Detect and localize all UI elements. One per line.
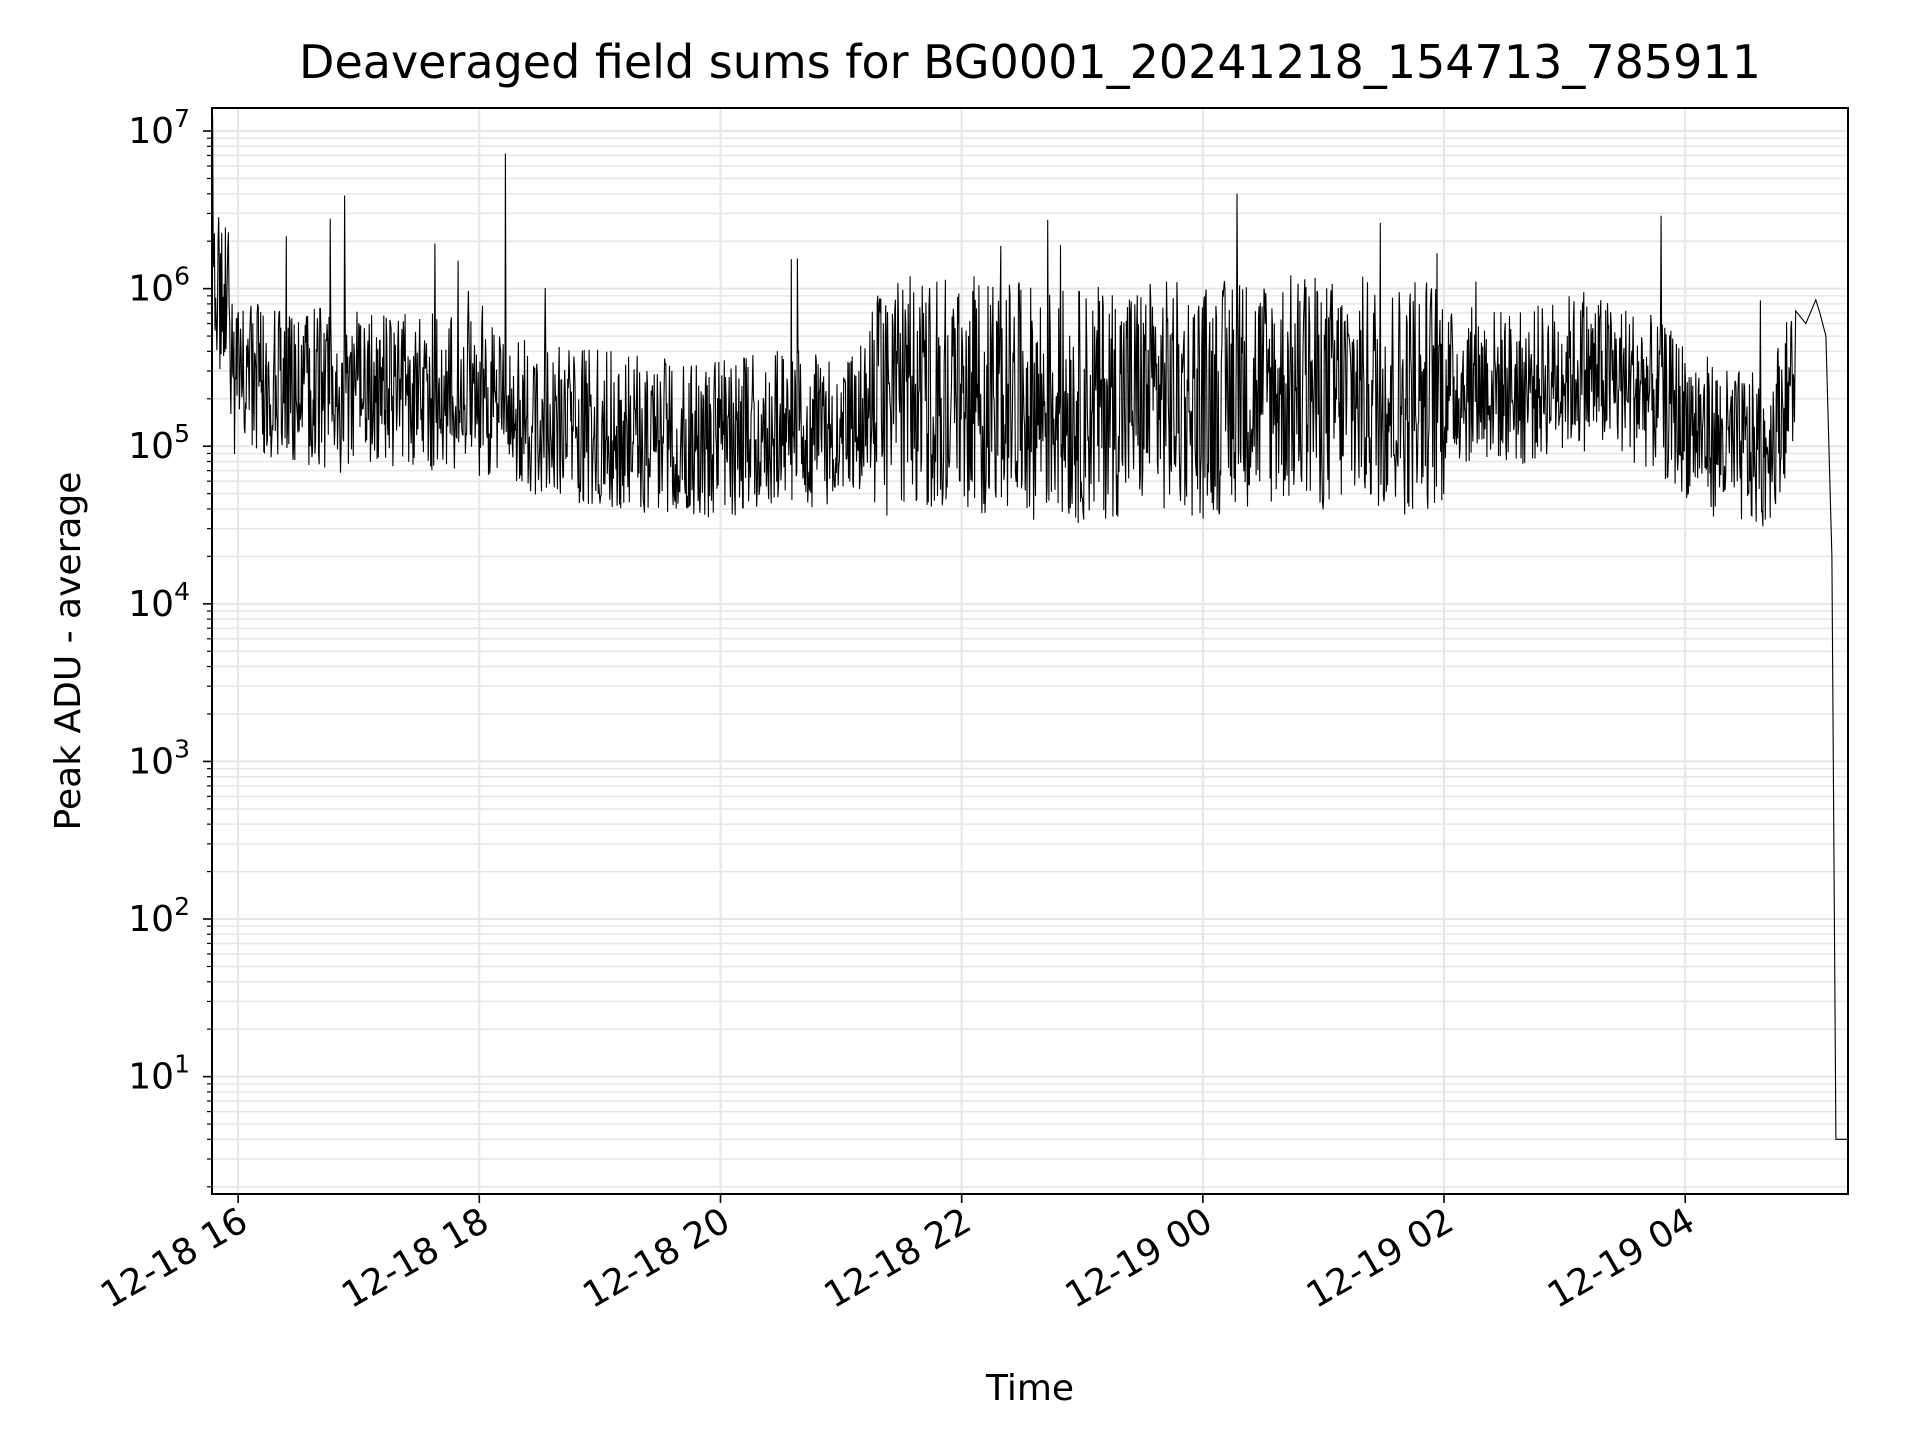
y-tick-label: 106 <box>128 262 190 310</box>
x-axis-label: Time <box>985 1368 1074 1409</box>
y-axis-label: Peak ADU - average <box>48 472 89 831</box>
y-tick-label: 104 <box>128 577 190 625</box>
y-tick-label: 102 <box>128 892 190 940</box>
chart-title: Deaveraged field sums for BG0001_2024121… <box>299 35 1761 89</box>
grid <box>212 108 1848 1194</box>
y-tick-labels: 101 102 103 104 105 106 107 <box>128 104 190 1098</box>
y-tick-label: 101 <box>128 1050 190 1098</box>
y-tick-label: 107 <box>128 104 190 152</box>
y-tick-label: 105 <box>128 419 190 467</box>
series-line <box>211 114 1848 1140</box>
y-tick-label: 103 <box>128 734 190 782</box>
axis-ticks <box>203 130 1687 1203</box>
